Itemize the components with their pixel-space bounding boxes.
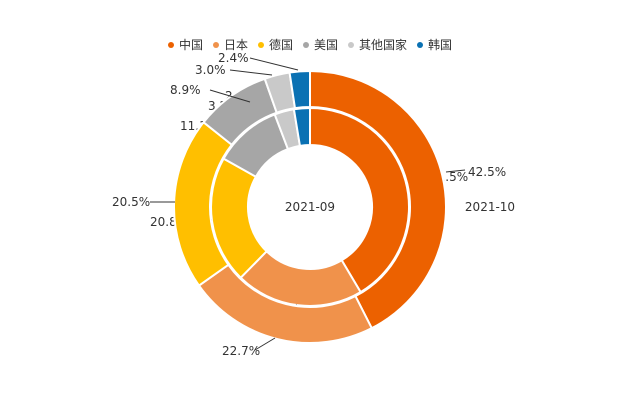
leader-line [249,57,299,71]
donut-slice[interactable] [309,106,410,294]
data-label: 22.7% [222,344,260,358]
data-label: 8.9% [170,83,201,97]
legend-label: 德国 [268,38,293,52]
data-label: 20.5% [112,195,150,209]
legend-swatch [167,41,174,48]
donut-slice[interactable] [292,106,311,147]
donut-slice[interactable] [309,69,447,330]
data-label: 42.5% [468,165,506,179]
leader-line [254,337,276,351]
donut-slice[interactable] [288,69,311,110]
leader-line [445,169,466,173]
legend: 中国 日本 德国 美国 其他国家 韩国 [0,36,620,53]
leader-line [229,69,273,76]
legend-item[interactable]: 韩国 [417,36,452,53]
legend-swatch [257,41,264,48]
legend-label: 其他国家 [359,38,408,52]
legend-swatch [348,41,355,48]
legend-item[interactable]: 美国 [303,36,338,53]
legend-label: 美国 [314,38,339,52]
leader-line [209,89,251,103]
legend-label: 日本 [223,38,248,52]
legend-item[interactable]: 德国 [257,36,293,53]
series-name-inner: 2021-09 [285,200,335,214]
data-label: 2.4% [218,51,249,65]
legend-item[interactable]: 日本 [212,36,248,53]
legend-swatch [303,41,309,48]
legend-item[interactable]: 其他国家 [348,36,407,53]
series-name-outer: 2021-10 [465,200,515,214]
ring-0 [210,106,410,307]
legend-label: 韩国 [428,38,453,52]
legend-swatch [417,41,424,48]
legend-label: 中国 [178,38,203,52]
legend-swatch [212,41,219,48]
data-label: 3.0% [195,63,226,77]
legend-item[interactable]: 中国 [167,36,203,53]
ring-1 [173,69,447,344]
